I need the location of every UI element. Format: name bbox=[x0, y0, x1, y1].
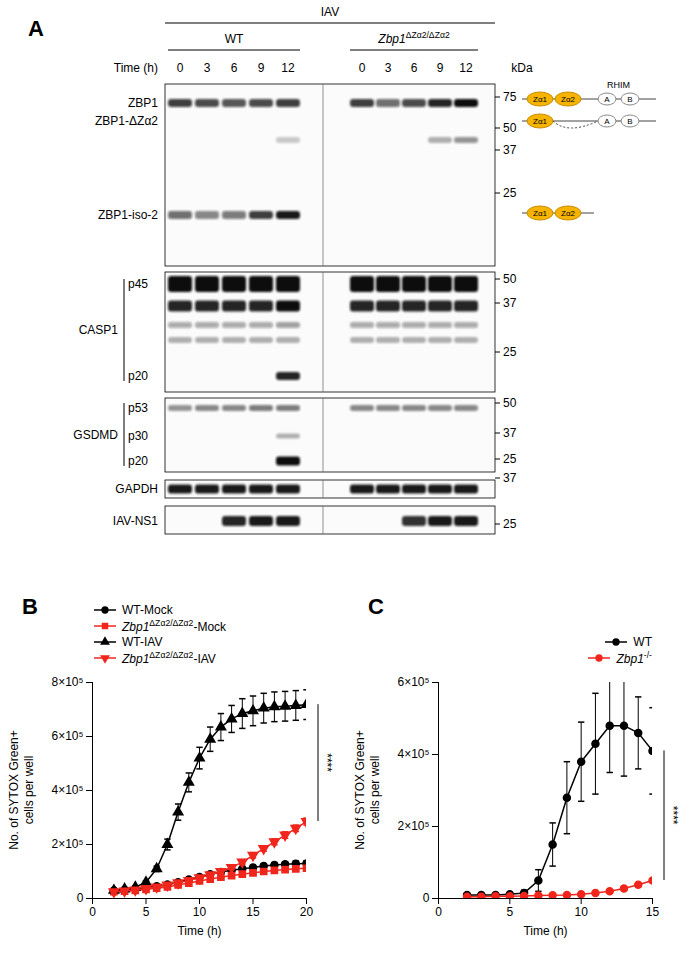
svg-text:6: 6 bbox=[231, 61, 238, 75]
svg-text:0: 0 bbox=[435, 905, 442, 919]
svg-text:0: 0 bbox=[77, 891, 84, 905]
svg-text:37: 37 bbox=[503, 143, 517, 157]
svg-text:A: A bbox=[604, 117, 610, 126]
svg-text:CASP1: CASP1 bbox=[79, 323, 119, 337]
svg-text:2×10⁵: 2×10⁵ bbox=[397, 819, 429, 833]
html-text:Zbp1-/-: Zbp1-/- bbox=[616, 650, 652, 666]
svg-text:****: **** bbox=[666, 806, 680, 825]
svg-text:25: 25 bbox=[503, 452, 517, 466]
svg-text:6: 6 bbox=[411, 61, 418, 75]
svg-text:WT: WT bbox=[225, 32, 244, 46]
html-text:C: C bbox=[368, 594, 384, 619]
svg-text:Zα2: Zα2 bbox=[561, 95, 576, 104]
svg-text:A: A bbox=[28, 16, 44, 41]
svg-text:3: 3 bbox=[385, 61, 392, 75]
svg-text:Zα1: Zα1 bbox=[533, 95, 548, 104]
svg-text:75: 75 bbox=[503, 90, 517, 104]
svg-text:9: 9 bbox=[258, 61, 265, 75]
svg-text:Zα1: Zα1 bbox=[533, 209, 548, 218]
svg-text:No. of SYTOX Green+: No. of SYTOX Green+ bbox=[7, 730, 21, 850]
svg-text:B: B bbox=[627, 95, 632, 104]
svg-text:5: 5 bbox=[506, 905, 513, 919]
svg-text:0: 0 bbox=[423, 891, 430, 905]
svg-text:IAV-NS1: IAV-NS1 bbox=[113, 514, 158, 528]
svg-text:8×10⁵: 8×10⁵ bbox=[51, 675, 83, 689]
svg-text:****: **** bbox=[320, 753, 334, 772]
svg-text:15: 15 bbox=[646, 905, 660, 919]
svg-text:25: 25 bbox=[503, 345, 517, 359]
svg-text:10: 10 bbox=[193, 905, 207, 919]
svg-text:0: 0 bbox=[177, 61, 184, 75]
svg-text:37: 37 bbox=[503, 471, 517, 485]
svg-text:cells per well: cells per well bbox=[368, 756, 382, 825]
svg-text:IAV: IAV bbox=[321, 5, 339, 19]
svg-text:Time (h): Time (h) bbox=[177, 924, 221, 938]
svg-text:50: 50 bbox=[503, 272, 517, 286]
svg-text:Zbp1ΔZα2/ΔZα2: Zbp1ΔZα2/ΔZα2 bbox=[377, 30, 450, 46]
svg-text:12: 12 bbox=[281, 61, 295, 75]
svg-text:37: 37 bbox=[503, 426, 517, 440]
svg-text:p45: p45 bbox=[128, 277, 148, 291]
svg-text:4×10⁵: 4×10⁵ bbox=[397, 747, 429, 761]
svg-text:9: 9 bbox=[437, 61, 444, 75]
svg-text:6×10⁵: 6×10⁵ bbox=[51, 729, 83, 743]
svg-text:Time (h): Time (h) bbox=[114, 61, 158, 75]
svg-text:5: 5 bbox=[143, 905, 150, 919]
svg-text:10: 10 bbox=[574, 905, 588, 919]
html-text:WT-Mock: WT-Mock bbox=[122, 603, 173, 617]
svg-text:kDa: kDa bbox=[511, 61, 533, 75]
svg-text:B: B bbox=[627, 117, 632, 126]
svg-text:25: 25 bbox=[503, 517, 517, 531]
html-text:WT-IAV: WT-IAV bbox=[122, 635, 163, 649]
html-text:Zbp1ΔZα2/ΔZα2-Mock: Zbp1ΔZα2/ΔZα2-Mock bbox=[122, 618, 227, 634]
svg-text:12: 12 bbox=[459, 61, 473, 75]
svg-text:25: 25 bbox=[503, 186, 517, 200]
html-text:Zbp1ΔZα2/ΔZα2-IAV: Zbp1ΔZα2/ΔZα2-IAV bbox=[122, 650, 216, 666]
svg-text:0: 0 bbox=[89, 905, 96, 919]
svg-text:2×10⁵: 2×10⁵ bbox=[51, 837, 83, 851]
svg-text:6×10⁵: 6×10⁵ bbox=[397, 675, 429, 689]
svg-text:cells per well: cells per well bbox=[22, 756, 36, 825]
svg-text:4×10⁵: 4×10⁵ bbox=[51, 783, 83, 797]
html-text:WT: WT bbox=[633, 635, 652, 649]
svg-text:20: 20 bbox=[300, 905, 314, 919]
svg-text:ZBP1-ΔZα2: ZBP1-ΔZα2 bbox=[95, 114, 158, 128]
svg-text:37: 37 bbox=[503, 296, 517, 310]
svg-text:ZBP1-iso-2: ZBP1-iso-2 bbox=[98, 208, 158, 222]
svg-text:p20: p20 bbox=[128, 454, 148, 468]
svg-text:Zα1: Zα1 bbox=[533, 117, 548, 126]
svg-text:15: 15 bbox=[246, 905, 260, 919]
svg-text:Time (h): Time (h) bbox=[523, 924, 567, 938]
svg-text:RHIM: RHIM bbox=[607, 80, 630, 90]
svg-text:A: A bbox=[604, 95, 610, 104]
svg-text:50: 50 bbox=[503, 121, 517, 135]
svg-text:No. of SYTOX Green+: No. of SYTOX Green+ bbox=[353, 730, 367, 850]
html-text:B: B bbox=[22, 594, 38, 619]
svg-text:ZBP1: ZBP1 bbox=[128, 96, 158, 110]
svg-text:p20: p20 bbox=[128, 369, 148, 383]
svg-text:50: 50 bbox=[503, 396, 517, 410]
svg-text:p30: p30 bbox=[128, 429, 148, 443]
svg-text:GAPDH: GAPDH bbox=[115, 482, 158, 496]
svg-text:Zα2: Zα2 bbox=[561, 209, 576, 218]
svg-text:GSDMD: GSDMD bbox=[73, 428, 118, 442]
svg-text:0: 0 bbox=[359, 61, 366, 75]
svg-text:3: 3 bbox=[204, 61, 211, 75]
svg-text:p53: p53 bbox=[128, 401, 148, 415]
